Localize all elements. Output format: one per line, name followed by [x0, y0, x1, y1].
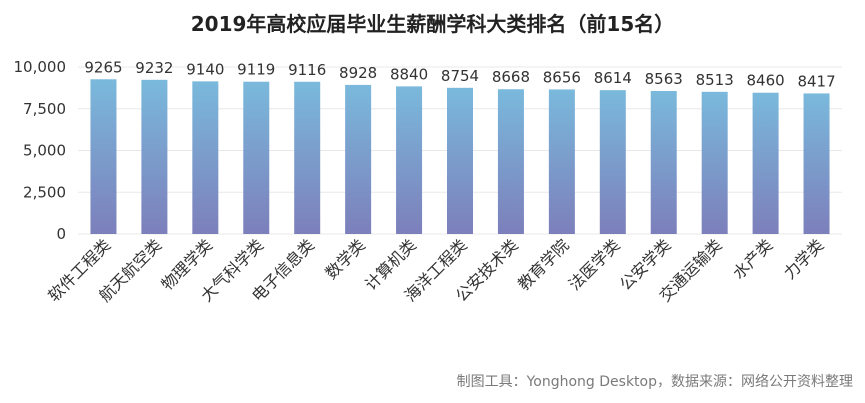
data-label: 8513 [696, 71, 734, 89]
bar [345, 84, 372, 234]
data-label: 8754 [441, 67, 479, 85]
bar [599, 90, 626, 234]
y-tick-label: 2,500 [23, 183, 66, 201]
bar [90, 79, 117, 234]
data-labels: 9265 9232 9140 9119 9116 8928 8840 8754 8668 8656… [84, 58, 835, 90]
data-label: 8563 [645, 70, 683, 88]
data-label: 8460 [747, 72, 785, 90]
x-tick-label: 力学类 [780, 235, 827, 282]
y-tick-label: 0 [56, 225, 66, 243]
data-label: 8417 [797, 72, 835, 90]
bar [294, 81, 321, 234]
y-axis-ticks: 0 2,500 5,000 7,500 10,000 [14, 58, 67, 243]
data-label: 8840 [390, 65, 428, 83]
x-tick-label: 教育学院 [514, 235, 573, 294]
source-note: 制图工具：Yonghong Desktop，数据来源：网络公开资料整理 [456, 374, 853, 390]
x-tick-label: 水产类 [729, 235, 776, 282]
data-label: 8928 [339, 64, 377, 82]
bar [141, 79, 168, 235]
bar [447, 87, 473, 234]
bar [548, 89, 575, 235]
chart-title: 2019年高校应届毕业生薪酬学科大类排名（前15名） [190, 12, 675, 36]
x-tick-label: 法医学类 [565, 235, 624, 294]
bar [803, 93, 830, 234]
x-tick-label: 数学类 [322, 235, 369, 282]
data-label: 8668 [492, 68, 530, 86]
bars [90, 79, 830, 235]
data-label: 8614 [594, 69, 632, 87]
data-label: 8656 [543, 68, 581, 86]
data-label: 9232 [135, 59, 173, 77]
y-tick-label: 10,000 [14, 58, 67, 76]
bar [650, 90, 677, 235]
bar [396, 86, 423, 234]
data-label: 9116 [288, 61, 326, 79]
bar [243, 81, 270, 234]
bar [497, 89, 524, 234]
y-tick-label: 7,500 [23, 100, 66, 118]
data-label: 9140 [186, 60, 224, 78]
bar [701, 91, 728, 234]
y-tick-label: 5,000 [23, 142, 66, 160]
data-label: 9265 [84, 58, 122, 76]
bar [752, 92, 779, 234]
bar [192, 81, 219, 234]
data-label: 9119 [237, 61, 275, 79]
